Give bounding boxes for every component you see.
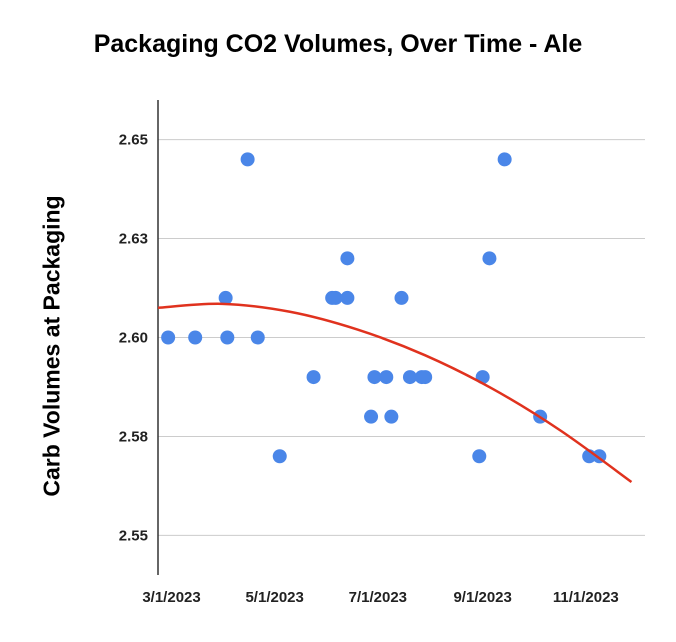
- data-point-0-15: [384, 409, 399, 424]
- data-point-0-22: [482, 251, 497, 266]
- x-tick-label-4: 11/1/2023: [553, 589, 619, 606]
- x-tick-label-2: 7/1/2023: [349, 589, 407, 606]
- data-point-0-13: [367, 370, 382, 385]
- data-point-0-6: [272, 449, 287, 464]
- y-tick-label-2: 2.60: [119, 330, 148, 347]
- data-point-0-16: [394, 290, 409, 305]
- data-point-0-3: [220, 330, 235, 345]
- data-point-0-5: [250, 330, 265, 345]
- data-point-0-12: [364, 409, 379, 424]
- data-point-0-9: [328, 290, 343, 305]
- y-tick-label-3: 2.58: [119, 428, 148, 445]
- x-tick-label-1: 5/1/2023: [245, 589, 303, 606]
- x-tick-label-3: 9/1/2023: [453, 589, 511, 606]
- y-tick-label-4: 2.55: [119, 527, 148, 544]
- y-tick-label-1: 2.63: [119, 231, 148, 248]
- data-point-0-23: [497, 152, 512, 167]
- data-point-0-0: [161, 330, 176, 345]
- data-point-0-1: [188, 330, 203, 345]
- x-tick-label-0: 3/1/2023: [142, 589, 200, 606]
- data-point-0-10: [340, 251, 355, 266]
- y-tick-label-0: 2.65: [119, 132, 148, 149]
- data-point-0-11: [340, 290, 355, 305]
- data-point-0-19: [418, 370, 433, 385]
- data-point-0-2: [218, 290, 233, 305]
- chart-title: Packaging CO2 Volumes, Over Time - Ale: [93, 30, 583, 58]
- data-point-0-14: [379, 370, 394, 385]
- data-point-0-20: [472, 449, 487, 464]
- data-point-0-7: [306, 370, 321, 385]
- data-point-0-4: [240, 152, 255, 167]
- trendline: [157, 302, 633, 483]
- data-point-0-17: [402, 370, 417, 385]
